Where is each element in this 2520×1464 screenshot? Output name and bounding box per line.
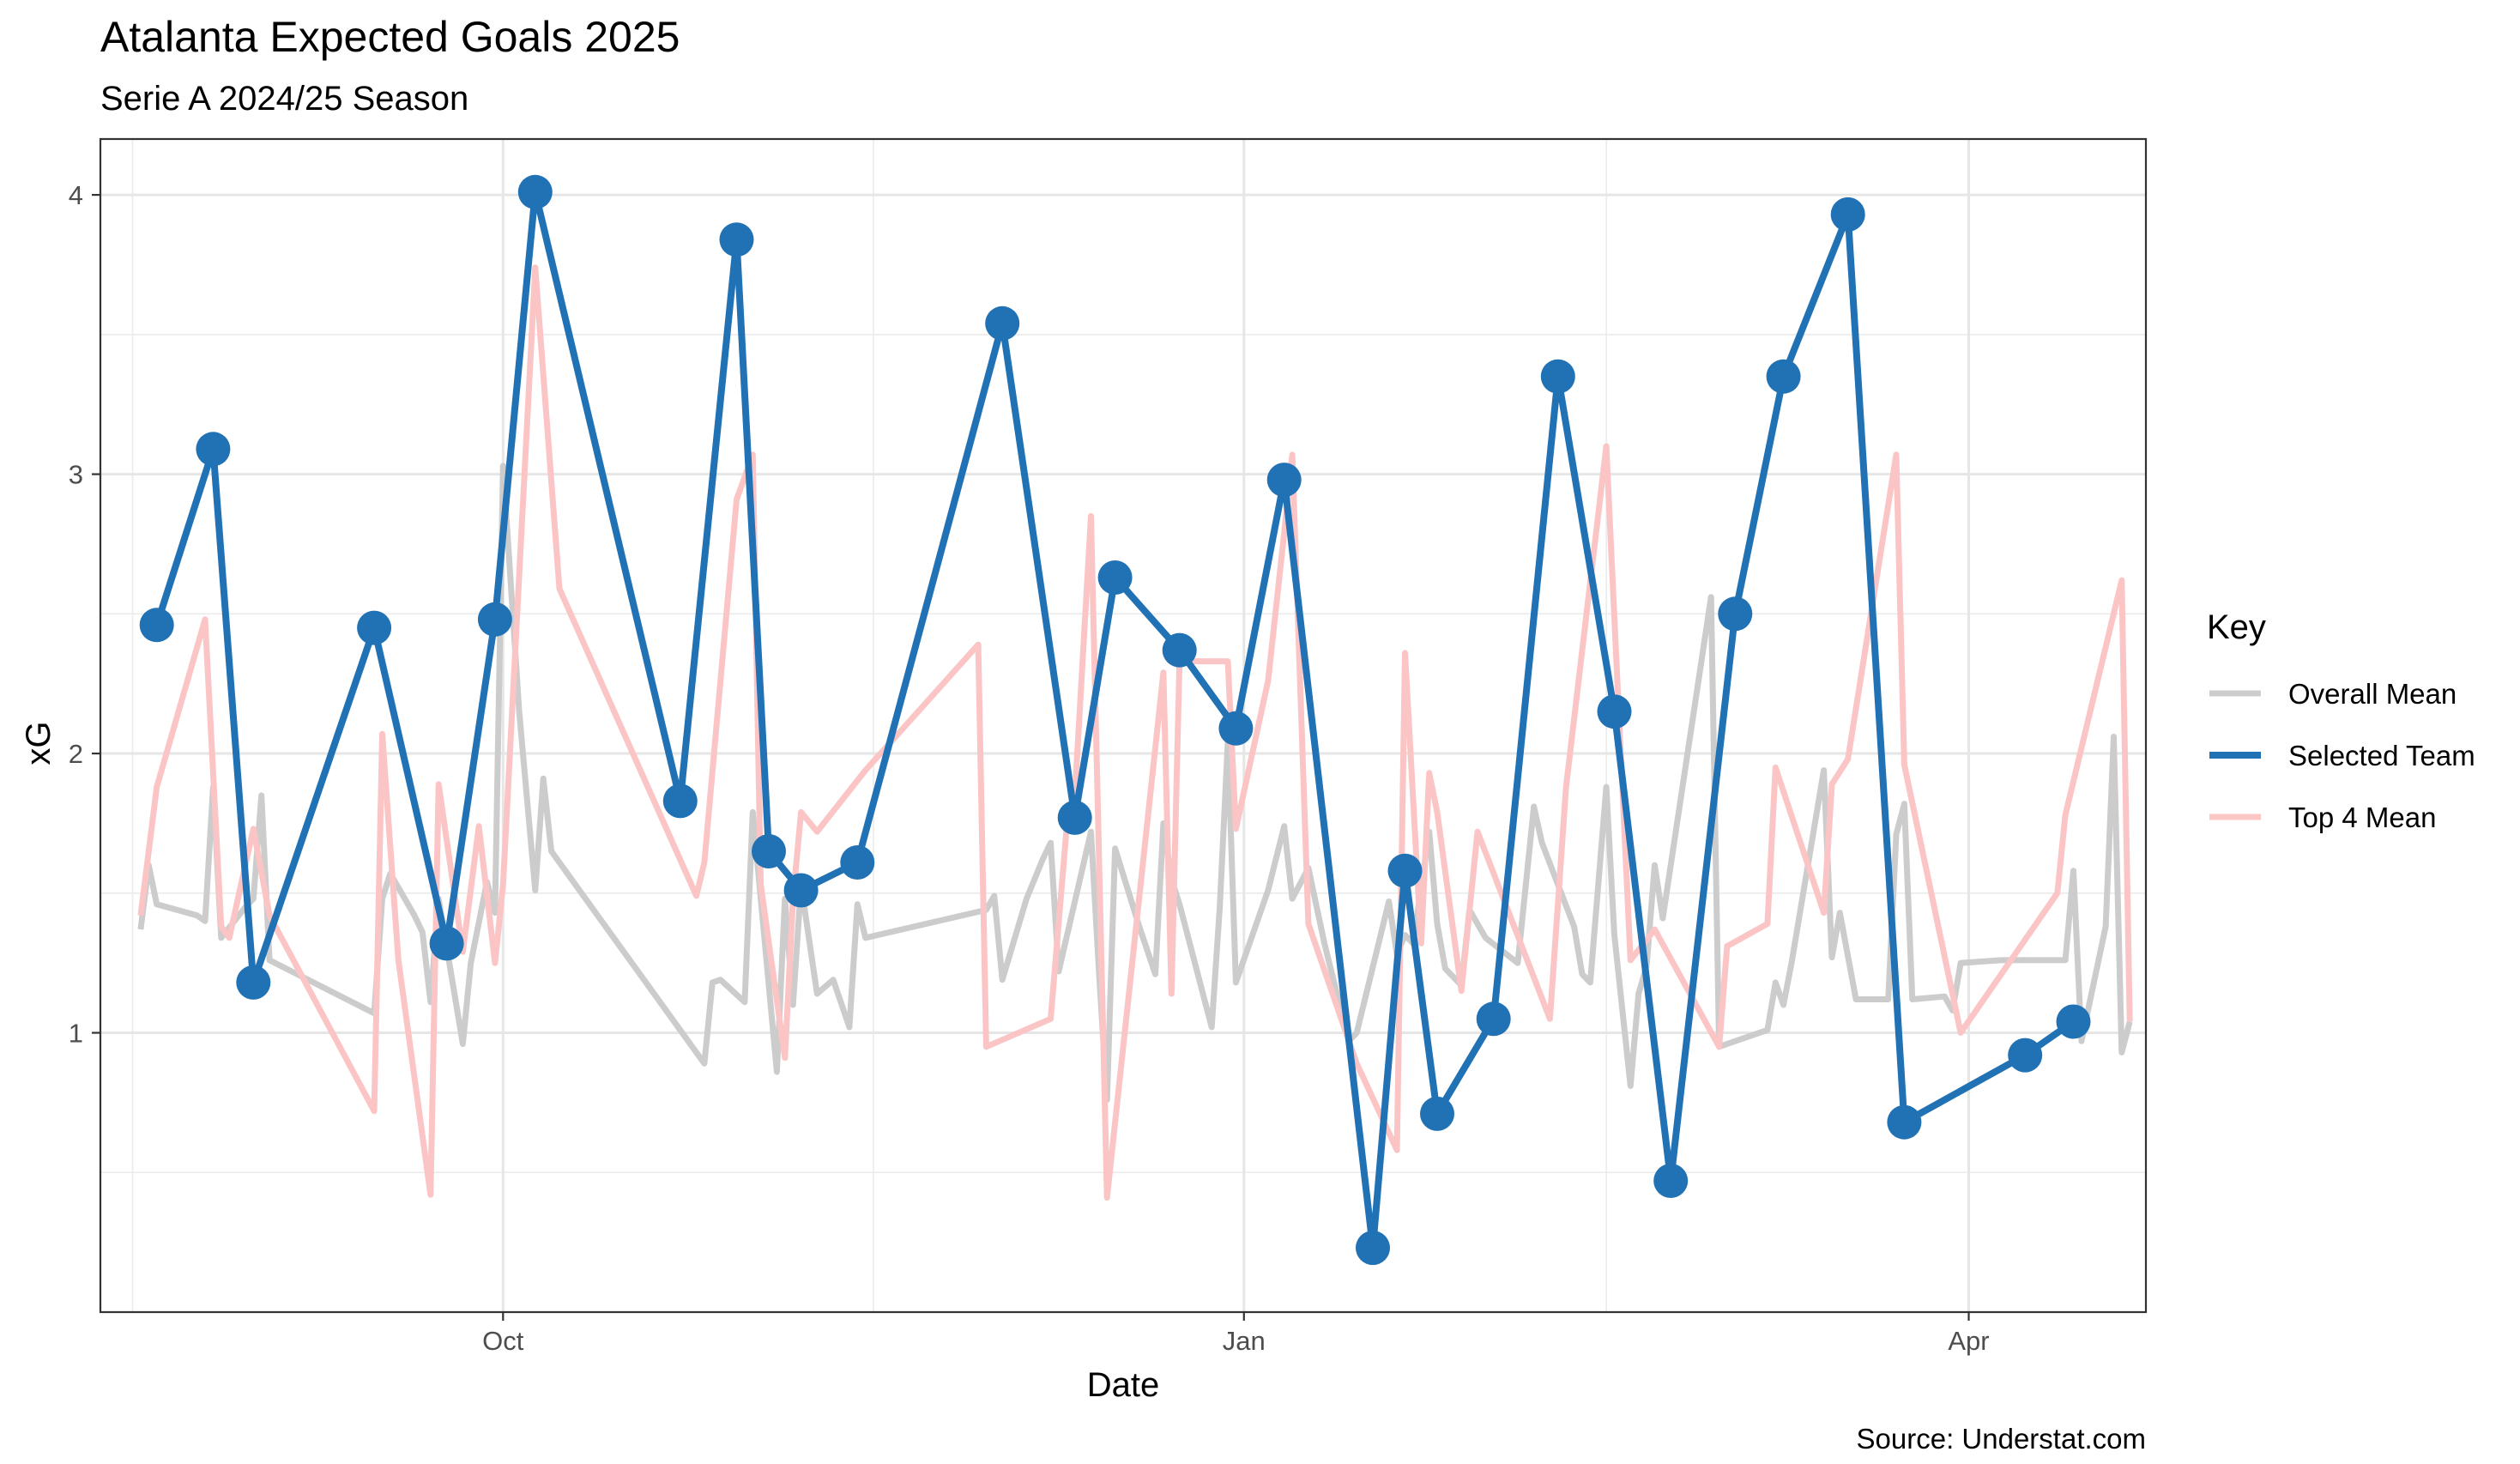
series-overall-mean xyxy=(137,463,2133,1104)
series-selected-team xyxy=(139,174,2091,1266)
legend-label: Selected Team xyxy=(2288,740,2475,771)
selected-team-point xyxy=(1766,359,1801,394)
selected-team-point xyxy=(752,834,786,868)
x-axis-label: Date xyxy=(1087,1366,1160,1404)
selected-team-point xyxy=(1356,1231,1390,1266)
selected-team-point xyxy=(1653,1164,1689,1198)
x-tick-label: Apr xyxy=(1948,1326,1989,1356)
x-axis: Oct Jan Apr xyxy=(482,1312,1990,1356)
selected-team-point xyxy=(2056,1004,2091,1039)
plot-panel xyxy=(100,139,2146,1312)
legend-label: Top 4 Mean xyxy=(2288,802,2436,833)
chart-caption: Source: Understat.com xyxy=(1857,1423,2146,1455)
selected-team-point xyxy=(196,432,231,467)
selected-team-point xyxy=(1057,800,1092,835)
y-axis-label: xG xyxy=(20,721,57,765)
selected-team-point xyxy=(783,873,819,908)
chart-subtitle: Serie A 2024/25 Season xyxy=(100,80,468,118)
selected-team-point xyxy=(1162,632,1197,668)
selected-team-point xyxy=(719,222,754,257)
selected-team-point xyxy=(1597,694,1632,729)
legend: Key Overall Mean Selected Team Top 4 Mean xyxy=(2207,608,2475,833)
selected-team-point xyxy=(1540,359,1575,394)
selected-team-point xyxy=(1097,560,1133,595)
selected-team-point xyxy=(477,602,512,637)
selected-team-point xyxy=(1387,853,1423,888)
selected-team-point xyxy=(1718,596,1753,632)
selected-team-point xyxy=(985,306,1020,341)
y-tick-label: 1 xyxy=(69,1019,83,1049)
plot-border xyxy=(99,137,2148,1314)
selected-team-point xyxy=(139,608,174,643)
selected-team-point xyxy=(1266,463,1302,498)
selected-team-point xyxy=(1218,711,1254,746)
selected-team-point xyxy=(236,965,271,1000)
y-tick-label: 2 xyxy=(69,739,83,769)
y-tick-label: 4 xyxy=(69,180,83,210)
selected-team-point xyxy=(1887,1104,1922,1140)
legend-title: Key xyxy=(2207,608,2266,646)
minor-gridlines xyxy=(100,139,2146,1312)
chart-title: Atalanta Expected Goals 2025 xyxy=(100,13,680,61)
selected-team-point xyxy=(429,926,464,961)
selected-team-point xyxy=(1476,1001,1511,1037)
x-tick-label: Jan xyxy=(1223,1326,1266,1356)
selected-team-point xyxy=(357,610,392,645)
legend-label: Overall Mean xyxy=(2288,678,2457,710)
selected-team-point xyxy=(840,845,875,880)
overall-mean-line xyxy=(137,463,2133,1104)
selected-team-point xyxy=(517,174,553,209)
x-tick-label: Oct xyxy=(482,1326,524,1356)
selected-team-point xyxy=(1830,197,1865,232)
y-axis: 1 2 3 4 xyxy=(69,180,100,1049)
selected-team-point xyxy=(2008,1038,2043,1073)
selected-team-point xyxy=(662,783,698,819)
selected-team-point xyxy=(1420,1096,1454,1131)
y-tick-label: 3 xyxy=(69,460,83,490)
